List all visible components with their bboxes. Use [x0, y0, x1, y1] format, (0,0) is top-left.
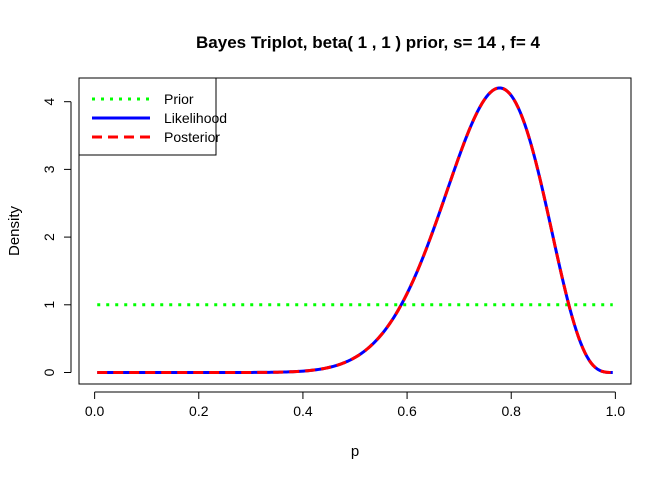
- x-axis-label: p: [351, 443, 359, 460]
- y-tick-label: 0: [41, 368, 57, 376]
- series-line-posterior: [97, 86, 613, 374]
- y-tick-label: 4: [41, 98, 57, 106]
- x-tick-label: 0.8: [501, 403, 521, 419]
- chart-title: Bayes Triplot, beta( 1 , 1 ) prior, s= 1…: [196, 33, 540, 52]
- x-tick-label: 0.6: [397, 403, 417, 419]
- legend: Prior Likelihood Posterior: [78, 77, 227, 156]
- plot-frame: [78, 77, 632, 385]
- x-tick-label: 1.0: [606, 403, 626, 419]
- legend-label-prior: Prior: [164, 91, 194, 107]
- x-axis: 0.0 0.2 0.4 0.6 0.8 1.0: [85, 391, 626, 419]
- x-tick-label: 0.0: [85, 403, 105, 419]
- y-tick-label: 2: [41, 233, 57, 241]
- legend-label-posterior: Posterior: [164, 129, 220, 145]
- y-axis: 0 1 2 3 4: [41, 98, 72, 376]
- legend-label-likelihood: Likelihood: [164, 110, 227, 126]
- y-axis-label: Density: [6, 205, 23, 256]
- x-tick-label: 0.4: [293, 403, 313, 419]
- y-tick-label: 1: [41, 301, 57, 309]
- x-tick-label: 0.2: [189, 403, 209, 419]
- curves: [97, 86, 613, 374]
- y-tick-label: 3: [41, 165, 57, 173]
